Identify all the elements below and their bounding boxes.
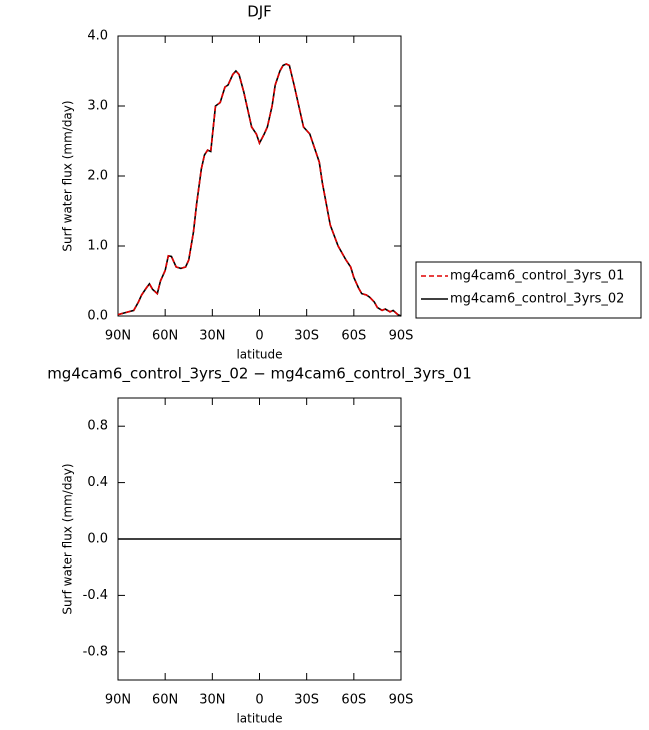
- y-tick-label: 1.0: [87, 239, 108, 254]
- y-tick-label: 2.0: [87, 169, 108, 184]
- x-tick-label: 30N: [199, 329, 225, 344]
- x-axis-label: latitude: [236, 712, 282, 726]
- data-line: [117, 63, 402, 317]
- x-tick-label: 90S: [389, 693, 414, 708]
- legend-box: [415, 261, 642, 319]
- x-tick-label: 90N: [105, 693, 131, 708]
- x-tick-label: 90N: [105, 329, 131, 344]
- x-tick-label: 30N: [199, 693, 225, 708]
- x-tick-label: 60N: [152, 329, 178, 344]
- x-tick-label: 30S: [294, 329, 319, 344]
- x-tick-label: 0: [255, 329, 263, 344]
- x-tick-label: 30S: [294, 693, 319, 708]
- y-tick-label: 0.0: [87, 532, 108, 547]
- chart-title: DJF: [247, 3, 272, 21]
- x-tick-label: 60N: [152, 693, 178, 708]
- plot-frame: [117, 35, 402, 317]
- x-axis-label: latitude: [236, 348, 282, 362]
- x-tick-label: 60S: [341, 693, 366, 708]
- legend-label: mg4cam6_control_3yrs_01: [450, 269, 624, 284]
- y-tick-label: 0.4: [87, 475, 108, 490]
- y-axis-label: Surf water flux (mm/day): [61, 463, 75, 614]
- x-tick-label: 0: [255, 693, 263, 708]
- chart-title: mg4cam6_control_3yrs_02 − mg4cam6_contro…: [47, 365, 472, 384]
- x-tick-label: 90S: [389, 329, 414, 344]
- y-tick-label: 0.0: [87, 309, 108, 324]
- y-tick-label: 0.8: [87, 419, 108, 434]
- y-tick-label: -0.4: [83, 588, 108, 603]
- y-axis-label: Surf water flux (mm/day): [61, 100, 75, 251]
- y-tick-label: 3.0: [87, 99, 108, 114]
- y-tick-label: 4.0: [87, 29, 108, 44]
- legend-label: mg4cam6_control_3yrs_02: [450, 292, 624, 307]
- x-tick-label: 60S: [341, 329, 366, 344]
- y-tick-label: -0.8: [83, 644, 108, 659]
- data-line: [117, 63, 402, 317]
